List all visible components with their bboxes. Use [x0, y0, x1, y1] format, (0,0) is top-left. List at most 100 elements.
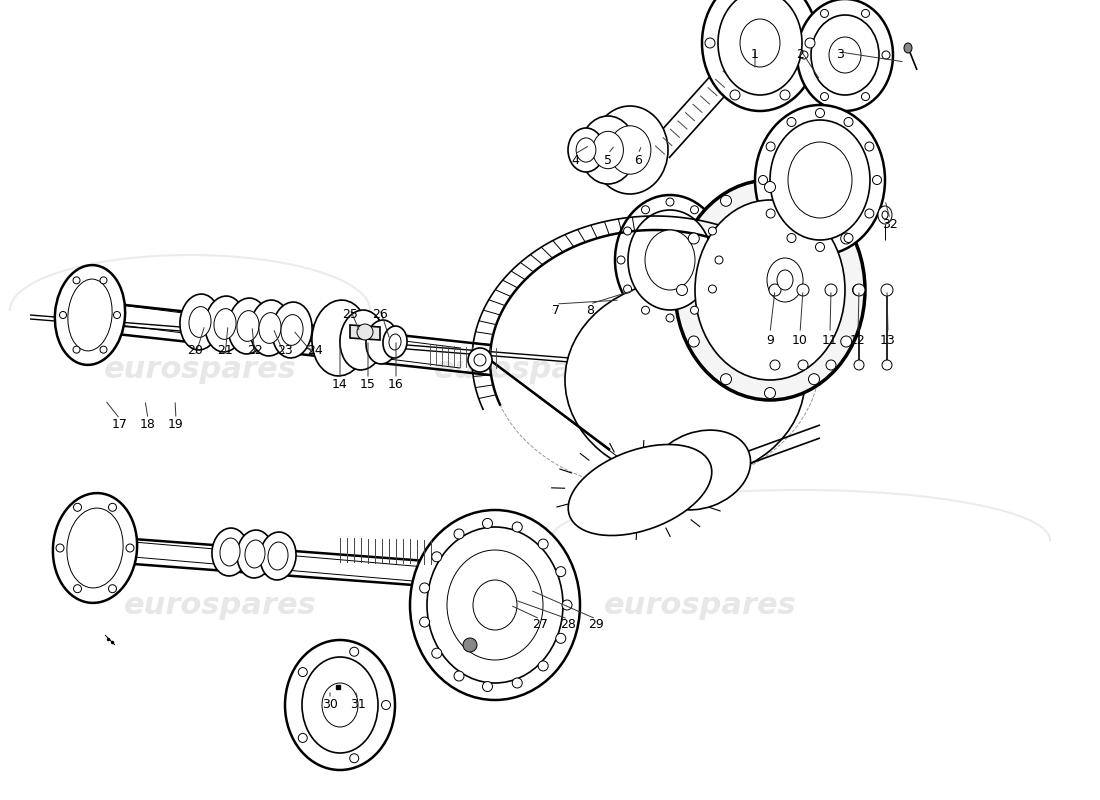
- Ellipse shape: [447, 550, 543, 660]
- Ellipse shape: [798, 284, 808, 296]
- Ellipse shape: [568, 128, 604, 172]
- Ellipse shape: [419, 617, 430, 627]
- Text: eurospares: eurospares: [123, 590, 317, 619]
- Ellipse shape: [767, 258, 803, 302]
- Ellipse shape: [312, 300, 368, 376]
- Ellipse shape: [53, 493, 138, 603]
- Ellipse shape: [268, 542, 288, 570]
- Ellipse shape: [565, 280, 805, 480]
- Ellipse shape: [109, 503, 117, 511]
- Ellipse shape: [298, 667, 307, 677]
- Text: 30: 30: [322, 698, 338, 711]
- Ellipse shape: [212, 528, 249, 576]
- Ellipse shape: [126, 544, 134, 552]
- Ellipse shape: [593, 131, 624, 169]
- Ellipse shape: [695, 200, 845, 380]
- Ellipse shape: [766, 209, 775, 218]
- Ellipse shape: [821, 93, 828, 101]
- Text: 16: 16: [388, 378, 404, 391]
- Text: 10: 10: [792, 334, 807, 346]
- Text: 7: 7: [552, 303, 560, 317]
- Ellipse shape: [840, 336, 851, 347]
- Ellipse shape: [73, 346, 80, 353]
- Ellipse shape: [454, 529, 464, 539]
- Ellipse shape: [808, 195, 820, 206]
- Ellipse shape: [882, 51, 890, 59]
- Ellipse shape: [769, 284, 781, 296]
- Ellipse shape: [788, 142, 853, 218]
- Ellipse shape: [780, 90, 790, 100]
- Ellipse shape: [358, 324, 373, 340]
- Ellipse shape: [675, 180, 865, 400]
- Ellipse shape: [468, 348, 492, 372]
- Ellipse shape: [67, 508, 123, 588]
- Ellipse shape: [798, 0, 893, 111]
- Ellipse shape: [410, 510, 580, 700]
- Ellipse shape: [383, 326, 407, 358]
- Text: 22: 22: [248, 343, 263, 357]
- Ellipse shape: [576, 138, 596, 162]
- Ellipse shape: [708, 285, 716, 293]
- Ellipse shape: [628, 210, 712, 310]
- Ellipse shape: [483, 682, 493, 691]
- Ellipse shape: [715, 256, 723, 264]
- Ellipse shape: [55, 265, 125, 365]
- Ellipse shape: [302, 657, 378, 753]
- Ellipse shape: [676, 285, 688, 295]
- Ellipse shape: [865, 142, 873, 151]
- Ellipse shape: [280, 314, 302, 346]
- Text: 14: 14: [332, 378, 348, 391]
- Ellipse shape: [592, 106, 668, 194]
- Ellipse shape: [624, 285, 631, 293]
- Ellipse shape: [811, 15, 879, 95]
- Ellipse shape: [882, 360, 892, 370]
- Text: 5: 5: [604, 154, 612, 166]
- Text: 31: 31: [350, 698, 366, 711]
- Ellipse shape: [649, 430, 750, 510]
- Text: 25: 25: [342, 309, 358, 322]
- Ellipse shape: [691, 306, 698, 314]
- Text: 28: 28: [560, 618, 576, 631]
- Text: 2: 2: [796, 49, 804, 62]
- Ellipse shape: [513, 522, 522, 532]
- Ellipse shape: [454, 671, 464, 681]
- Ellipse shape: [56, 544, 64, 552]
- Ellipse shape: [562, 600, 572, 610]
- Ellipse shape: [666, 198, 674, 206]
- Ellipse shape: [556, 634, 565, 643]
- Ellipse shape: [755, 105, 886, 255]
- Ellipse shape: [483, 518, 493, 529]
- Ellipse shape: [840, 233, 851, 244]
- Ellipse shape: [624, 227, 631, 235]
- Text: 6: 6: [634, 154, 642, 166]
- Ellipse shape: [878, 206, 892, 224]
- Ellipse shape: [854, 360, 864, 370]
- Text: 21: 21: [217, 343, 233, 357]
- Text: 32: 32: [882, 218, 898, 231]
- Ellipse shape: [904, 43, 912, 53]
- Text: 17: 17: [112, 418, 128, 431]
- Ellipse shape: [74, 503, 81, 511]
- Ellipse shape: [220, 538, 240, 566]
- Ellipse shape: [852, 284, 865, 296]
- Ellipse shape: [272, 302, 312, 358]
- Text: 11: 11: [822, 334, 838, 346]
- Ellipse shape: [852, 285, 864, 295]
- Ellipse shape: [786, 118, 796, 126]
- Ellipse shape: [882, 211, 888, 219]
- Ellipse shape: [861, 93, 869, 101]
- Ellipse shape: [798, 360, 808, 370]
- Ellipse shape: [245, 540, 265, 568]
- Ellipse shape: [285, 640, 395, 770]
- Ellipse shape: [113, 311, 121, 318]
- Ellipse shape: [764, 387, 776, 398]
- Ellipse shape: [861, 10, 869, 18]
- Text: 15: 15: [360, 378, 376, 391]
- Ellipse shape: [350, 647, 359, 656]
- Text: 9: 9: [766, 334, 774, 346]
- Ellipse shape: [615, 195, 725, 325]
- Ellipse shape: [236, 530, 273, 578]
- Ellipse shape: [513, 678, 522, 688]
- Ellipse shape: [350, 754, 359, 762]
- Ellipse shape: [800, 51, 808, 59]
